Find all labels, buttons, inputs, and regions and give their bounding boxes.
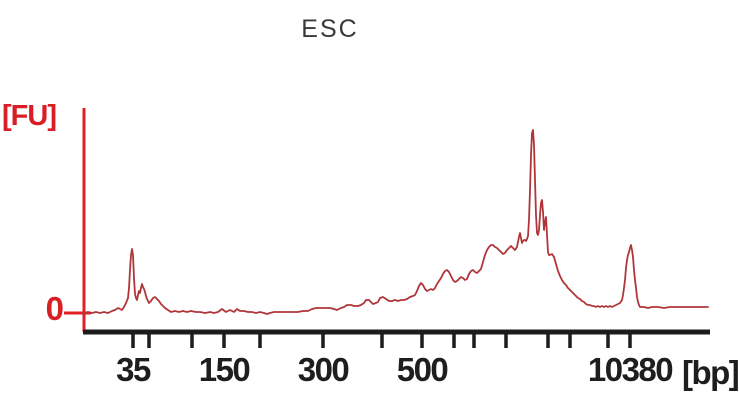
x-tick-labels: 35 150 300 500 10380	[0, 353, 739, 393]
x-tick-label-150: 150	[198, 351, 251, 388]
y-axis-unit-label: [FU]	[2, 100, 57, 132]
x-axis-unit-label: [bp]	[682, 354, 739, 391]
electropherogram-trace	[83, 129, 709, 315]
x-tick-label-500: 500	[396, 351, 449, 388]
y-axis-zero-label: 0	[45, 290, 64, 327]
x-tick-label-300: 300	[297, 351, 350, 388]
x-tick-label-35: 35	[116, 351, 151, 388]
x-tick-label-10380: 10380	[587, 351, 674, 388]
chart-title: ESC	[301, 15, 359, 43]
